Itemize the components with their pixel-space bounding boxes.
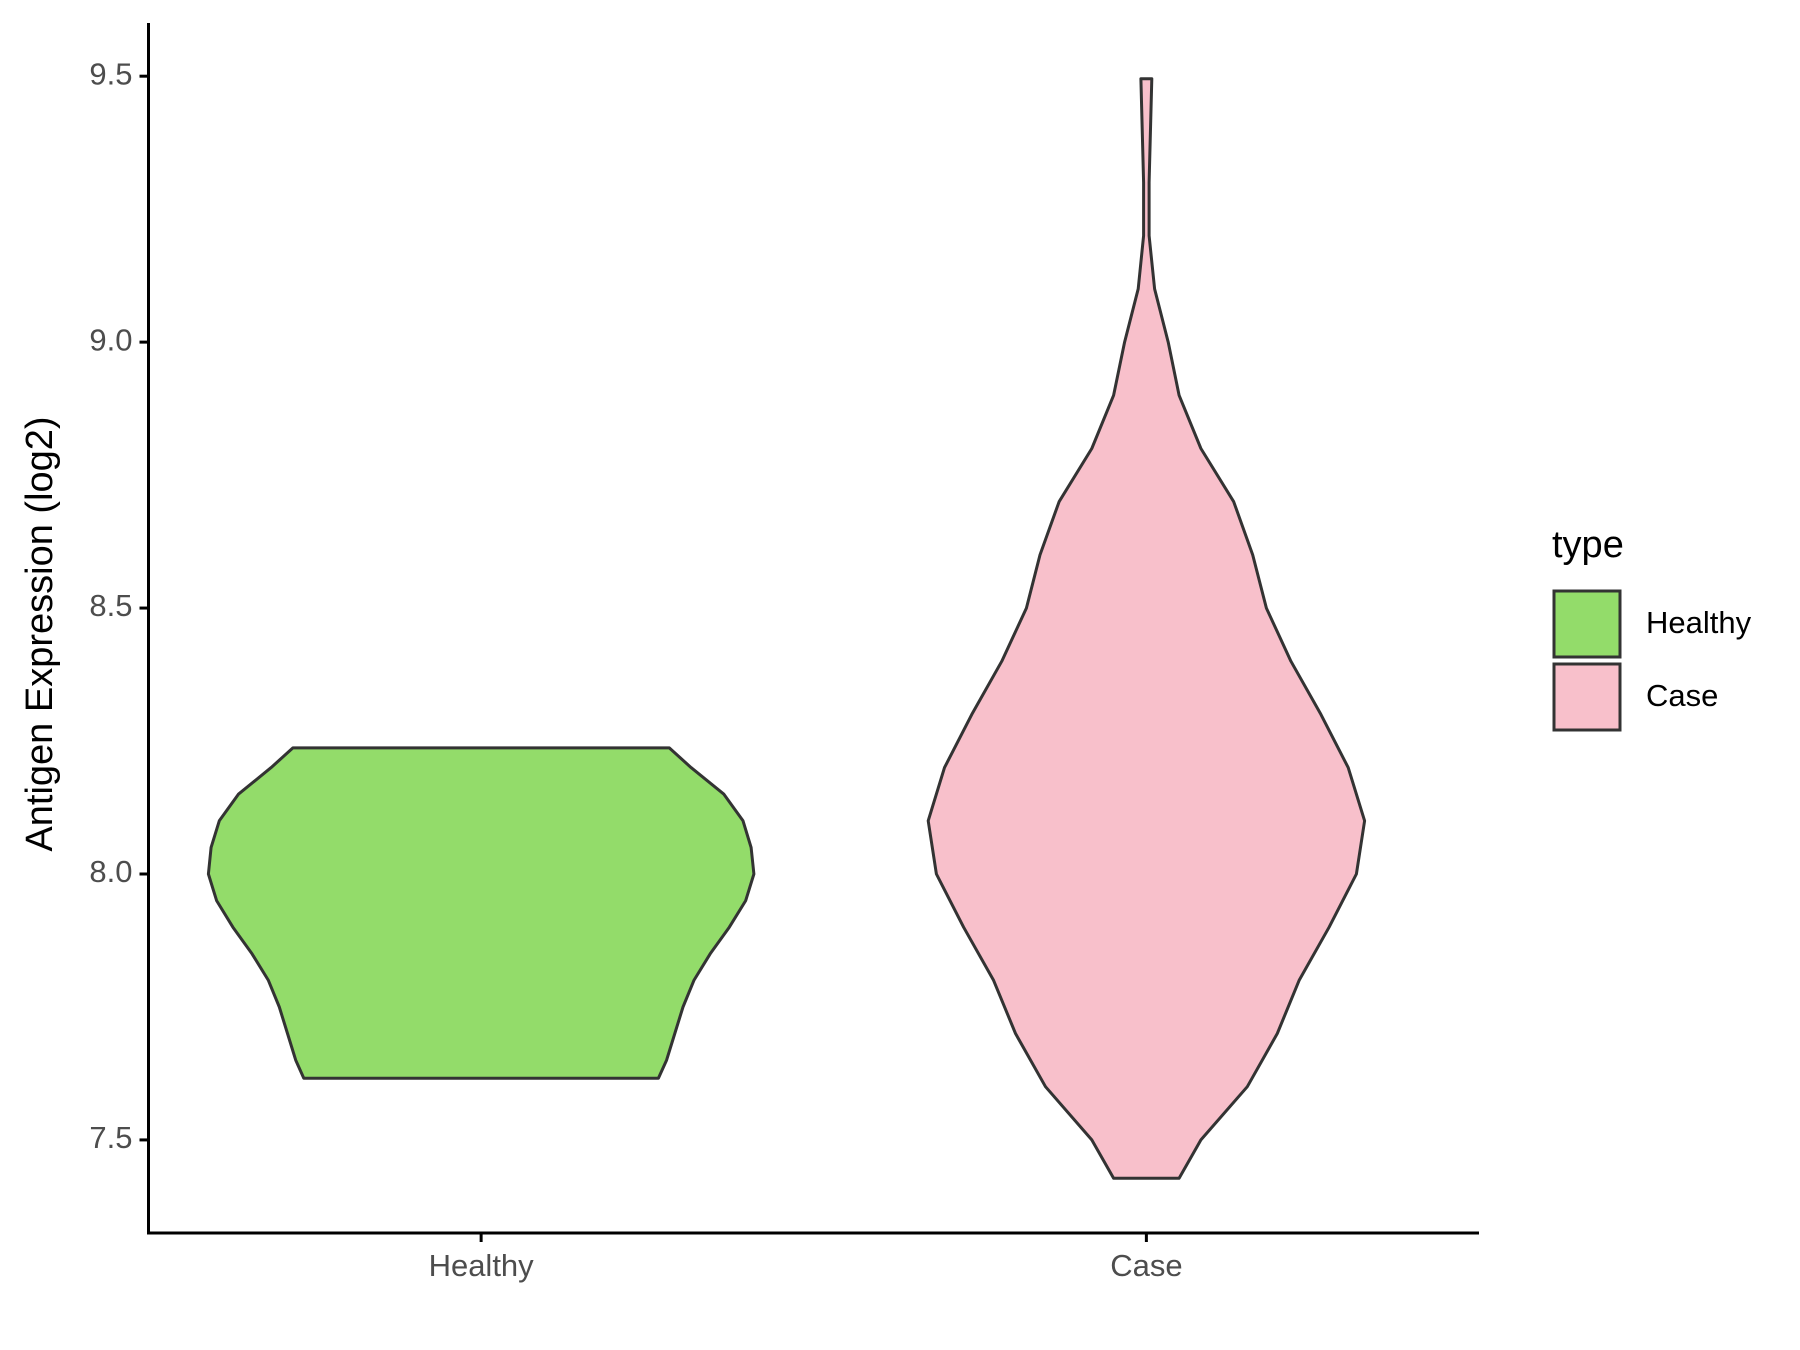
y-tick-label: 7.5	[89, 1120, 132, 1155]
violin	[206, 746, 756, 1080]
y-tick-label: 9.0	[89, 322, 132, 357]
legend-title: type	[1552, 524, 1624, 566]
y-tick-label: 8.5	[89, 588, 132, 623]
legend-label: Healthy	[1646, 605, 1752, 640]
violin	[926, 77, 1367, 1180]
y-tick-label: 8.0	[89, 854, 132, 889]
legend-label: Case	[1646, 678, 1718, 713]
legend-key	[1552, 662, 1622, 732]
x-tick-label: Healthy	[429, 1248, 535, 1283]
y-tick-label: 9.5	[89, 56, 132, 91]
x-tick-label: Case	[1110, 1248, 1182, 1283]
y-axis-label: Antigen Expression (log2)	[19, 416, 61, 851]
legend-key	[1552, 589, 1622, 659]
